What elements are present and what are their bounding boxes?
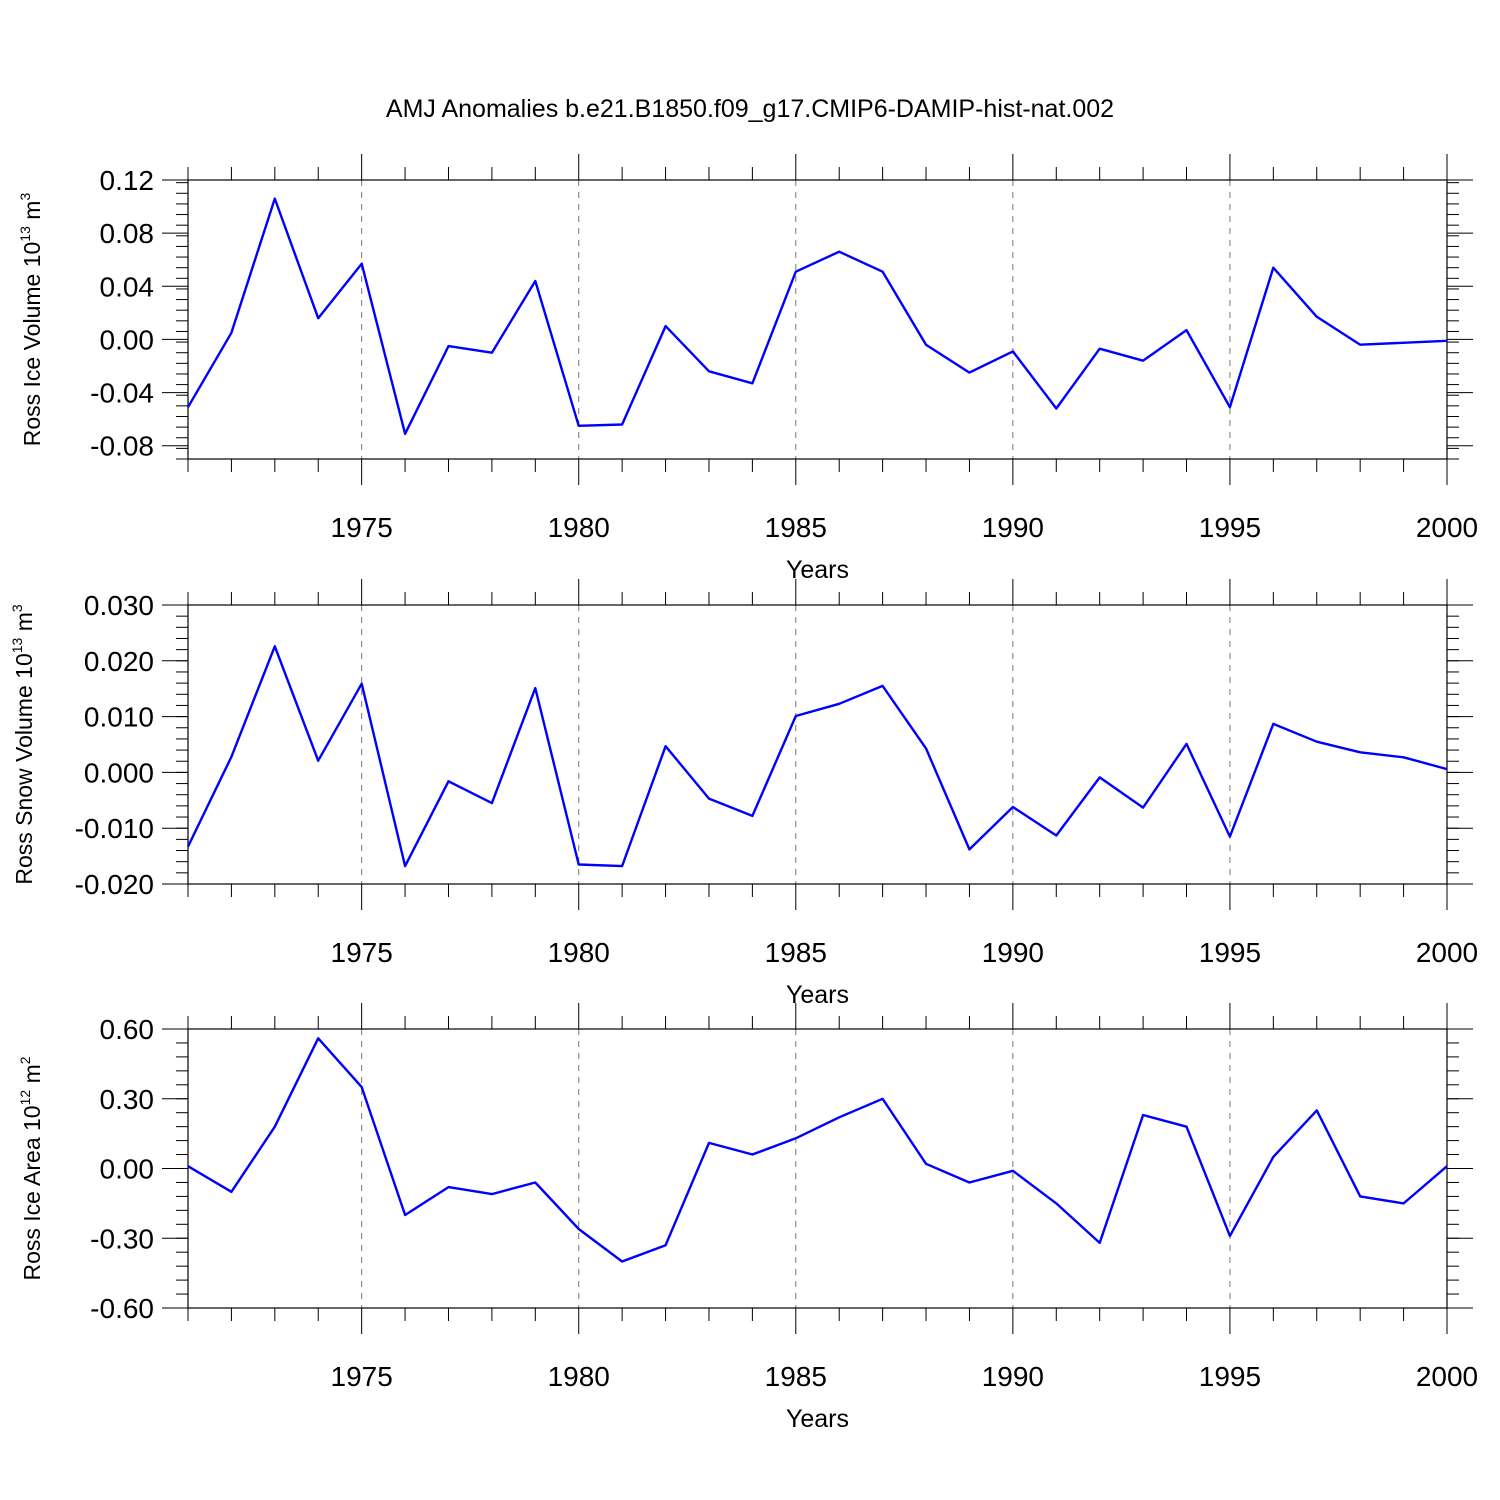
x-tick-label: 2000 (1416, 512, 1478, 543)
x-tick-label: 2000 (1416, 937, 1478, 968)
y-tick-label: 0.00 (100, 324, 155, 355)
y-tick-label: -0.30 (90, 1223, 154, 1254)
plot-frame (187, 179, 1448, 460)
y-tick-label: -0.020 (75, 869, 154, 900)
plot-frame (187, 604, 1448, 885)
series-line (187, 1037, 1448, 1263)
y-tick-label: 0.00 (100, 1154, 155, 1185)
y-tick-label: 0.30 (100, 1084, 155, 1115)
x-tick-label: 1975 (331, 1361, 393, 1392)
x-tick-label: 1990 (982, 1361, 1044, 1392)
x-tick-label: 1990 (982, 512, 1044, 543)
x-tick-label: 1980 (548, 937, 610, 968)
y-tick-label: -0.010 (75, 813, 154, 844)
y-tick-label: -0.04 (90, 378, 154, 409)
y-tick-label: 0.030 (84, 590, 154, 621)
plot-frame (187, 1028, 1448, 1309)
y-tick-label: 0.020 (84, 646, 154, 677)
x-axis-label: Years (786, 1405, 849, 1433)
series-line (186, 645, 1448, 868)
x-axis-label: Years (786, 981, 849, 1009)
x-tick-label: 1985 (765, 937, 827, 968)
x-tick-label: 1980 (548, 1361, 610, 1392)
y-axis-label: Ross Snow Volume 1013 m3 (9, 604, 37, 885)
x-axis-label: Years (786, 556, 849, 584)
x-tick-label: 1985 (765, 1361, 827, 1392)
y-tick-label: 0.12 (100, 165, 155, 196)
x-tick-label: 1985 (765, 512, 827, 543)
panel-3: 0.60 0.30 0.00 -0.30 -0.60 1975 1980 1985 1990 19… (17, 1003, 1478, 1433)
y-tick-label: 0.010 (84, 702, 154, 733)
panel-2: 0.030 0.020 0.010 0.000 -0.010 -0.020 1975 1980… (9, 579, 1478, 1009)
panel-1: 0.12 0.08 0.04 0.00 -0.04 -0.08 1975 1980 1985 19… (17, 154, 1478, 584)
series-line (186, 197, 1448, 435)
x-tick-label: 1995 (1199, 512, 1261, 543)
x-tick-label: 1975 (331, 937, 393, 968)
x-tick-label: 1975 (331, 512, 393, 543)
x-tick-label: 2000 (1416, 1361, 1478, 1392)
chart-title: AMJ Anomalies b.e21.B1850.f09_g17.CMIP6-… (386, 95, 1114, 123)
y-axis-label: Ross Ice Area 1012 m2 (17, 1056, 45, 1280)
x-tick-label: 1990 (982, 937, 1044, 968)
y-tick-label: -0.08 (90, 431, 154, 462)
y-tick-label: -0.60 (90, 1293, 154, 1324)
y-axis-label: Ross Ice Volume 1013 m3 (17, 193, 45, 447)
x-tick-label: 1995 (1199, 937, 1261, 968)
x-tick-label: 1995 (1199, 1361, 1261, 1392)
y-tick-label: 0.000 (84, 757, 154, 788)
y-tick-label: 0.04 (100, 271, 155, 302)
x-tick-label: 1980 (548, 512, 610, 543)
y-tick-label: 0.08 (100, 218, 155, 249)
y-tick-label: 0.60 (100, 1014, 155, 1045)
